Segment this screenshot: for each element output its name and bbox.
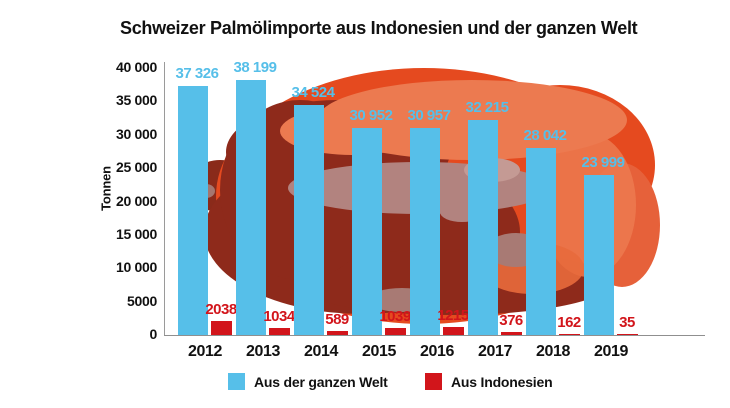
bar-indonesia-2016	[443, 326, 464, 335]
bar-value-indonesia-2015: 1039	[379, 308, 411, 326]
bar-world-2014	[294, 104, 324, 335]
bar-indonesia-2017	[501, 332, 522, 335]
y-tick-40000: 40 000	[115, 59, 157, 75]
y-tick-35000: 35 000	[115, 92, 157, 109]
bar-value-world-2012: 37 326	[175, 64, 219, 82]
bar-world-2015	[352, 128, 382, 335]
y-tick-10000: 10 000	[115, 259, 157, 276]
x-label-2014: 2014	[304, 343, 338, 360]
bar-value-world-2018: 28 042	[523, 126, 567, 144]
bar-value-indonesia-2012: 2038	[205, 301, 237, 319]
bar-value-indonesia-2018: 162	[557, 313, 581, 331]
bar-value-world-2014: 34 524	[291, 83, 335, 101]
legend-item-world: Aus der ganzen Welt	[228, 373, 388, 390]
bar-value-indonesia-2014: 589	[325, 311, 349, 329]
bar-indonesia-2014	[327, 331, 348, 335]
y-tick-5000: 5000	[127, 292, 157, 309]
x-label-2016: 2016	[420, 343, 454, 360]
y-tick-30000: 30 000	[115, 125, 157, 142]
legend-swatch-world	[228, 373, 245, 390]
x-label-2017: 2017	[478, 343, 512, 360]
bar-world-2013	[236, 80, 266, 335]
bar-indonesia-2013	[269, 328, 290, 335]
bar-indonesia-2015	[385, 328, 406, 335]
bar-indonesia-2018	[559, 333, 580, 335]
x-label-2018: 2018	[536, 343, 570, 360]
x-label-2012: 2012	[188, 343, 222, 360]
x-label-2013: 2013	[246, 343, 280, 360]
legend-swatch-indonesia	[425, 373, 442, 390]
x-label-2019: 2019	[594, 343, 628, 360]
bar-value-indonesia-2016: 1215	[437, 306, 469, 324]
y-tick-20000: 20 000	[115, 192, 157, 209]
bar-indonesia-2019	[617, 334, 638, 335]
bar-value-world-2015: 30 952	[349, 107, 393, 125]
bar-value-indonesia-2019: 35	[619, 314, 635, 331]
bar-value-world-2016: 30 957	[407, 107, 451, 125]
legend-item-indonesia: Aus Indonesien	[425, 373, 553, 390]
x-label-2015: 2015	[362, 343, 396, 360]
x-axis-line	[164, 335, 705, 336]
bar-value-world-2017: 32 215	[465, 98, 509, 116]
bar-value-world-2013: 38 199	[233, 59, 277, 77]
y-tick-0: 0	[149, 326, 158, 342]
y-axis-line	[164, 62, 165, 335]
bar-world-2018	[526, 147, 556, 335]
bar-value-indonesia-2017: 376	[499, 312, 523, 330]
chart-title: Schweizer Palmölimporte aus Indonesien u…	[120, 18, 638, 38]
legend-label-indonesia: Aus Indonesien	[451, 373, 553, 390]
bar-world-2019	[584, 174, 614, 335]
bar-value-world-2019: 23 999	[581, 153, 625, 171]
y-tick-15000: 15 000	[115, 225, 157, 242]
legend-label-world: Aus der ganzen Welt	[254, 373, 388, 390]
y-tick-25000: 25 000	[115, 159, 157, 176]
bar-world-2017	[468, 119, 498, 335]
bar-world-2016	[410, 128, 440, 335]
bar-indonesia-2012	[211, 321, 232, 335]
bar-world-2012	[178, 85, 208, 335]
bar-value-indonesia-2013: 1034	[263, 308, 295, 326]
